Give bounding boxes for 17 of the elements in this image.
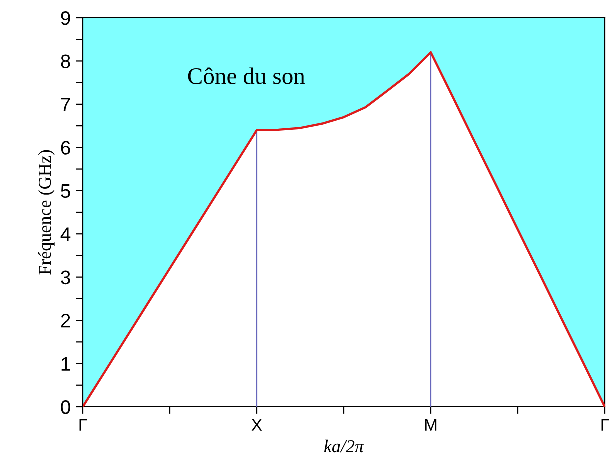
y-tick-label: 5 [61,184,70,198]
annotation: Cône du son [188,68,306,84]
y-tick-label: 7 [61,98,70,112]
x-tick-label: Γ [602,419,610,431]
y-tick-label: 4 [60,228,71,242]
x-tick-label: M [425,419,437,431]
y-tick-label: 8 [61,54,70,68]
y-axis-title: Fréquence (GHz) [38,150,55,275]
y-tick-label: 9 [61,11,70,26]
y-tick-label: 2 [61,314,70,328]
y-tick-label: 6 [61,141,70,155]
y-tick-label: 1 [62,357,70,371]
y-tick-label: 0 [61,400,70,414]
x-axis-title: ka/2π [324,440,364,453]
x-tick-label: X [252,419,262,431]
x-tick-label: Γ [80,419,88,431]
y-tick-label: 3 [61,270,70,285]
